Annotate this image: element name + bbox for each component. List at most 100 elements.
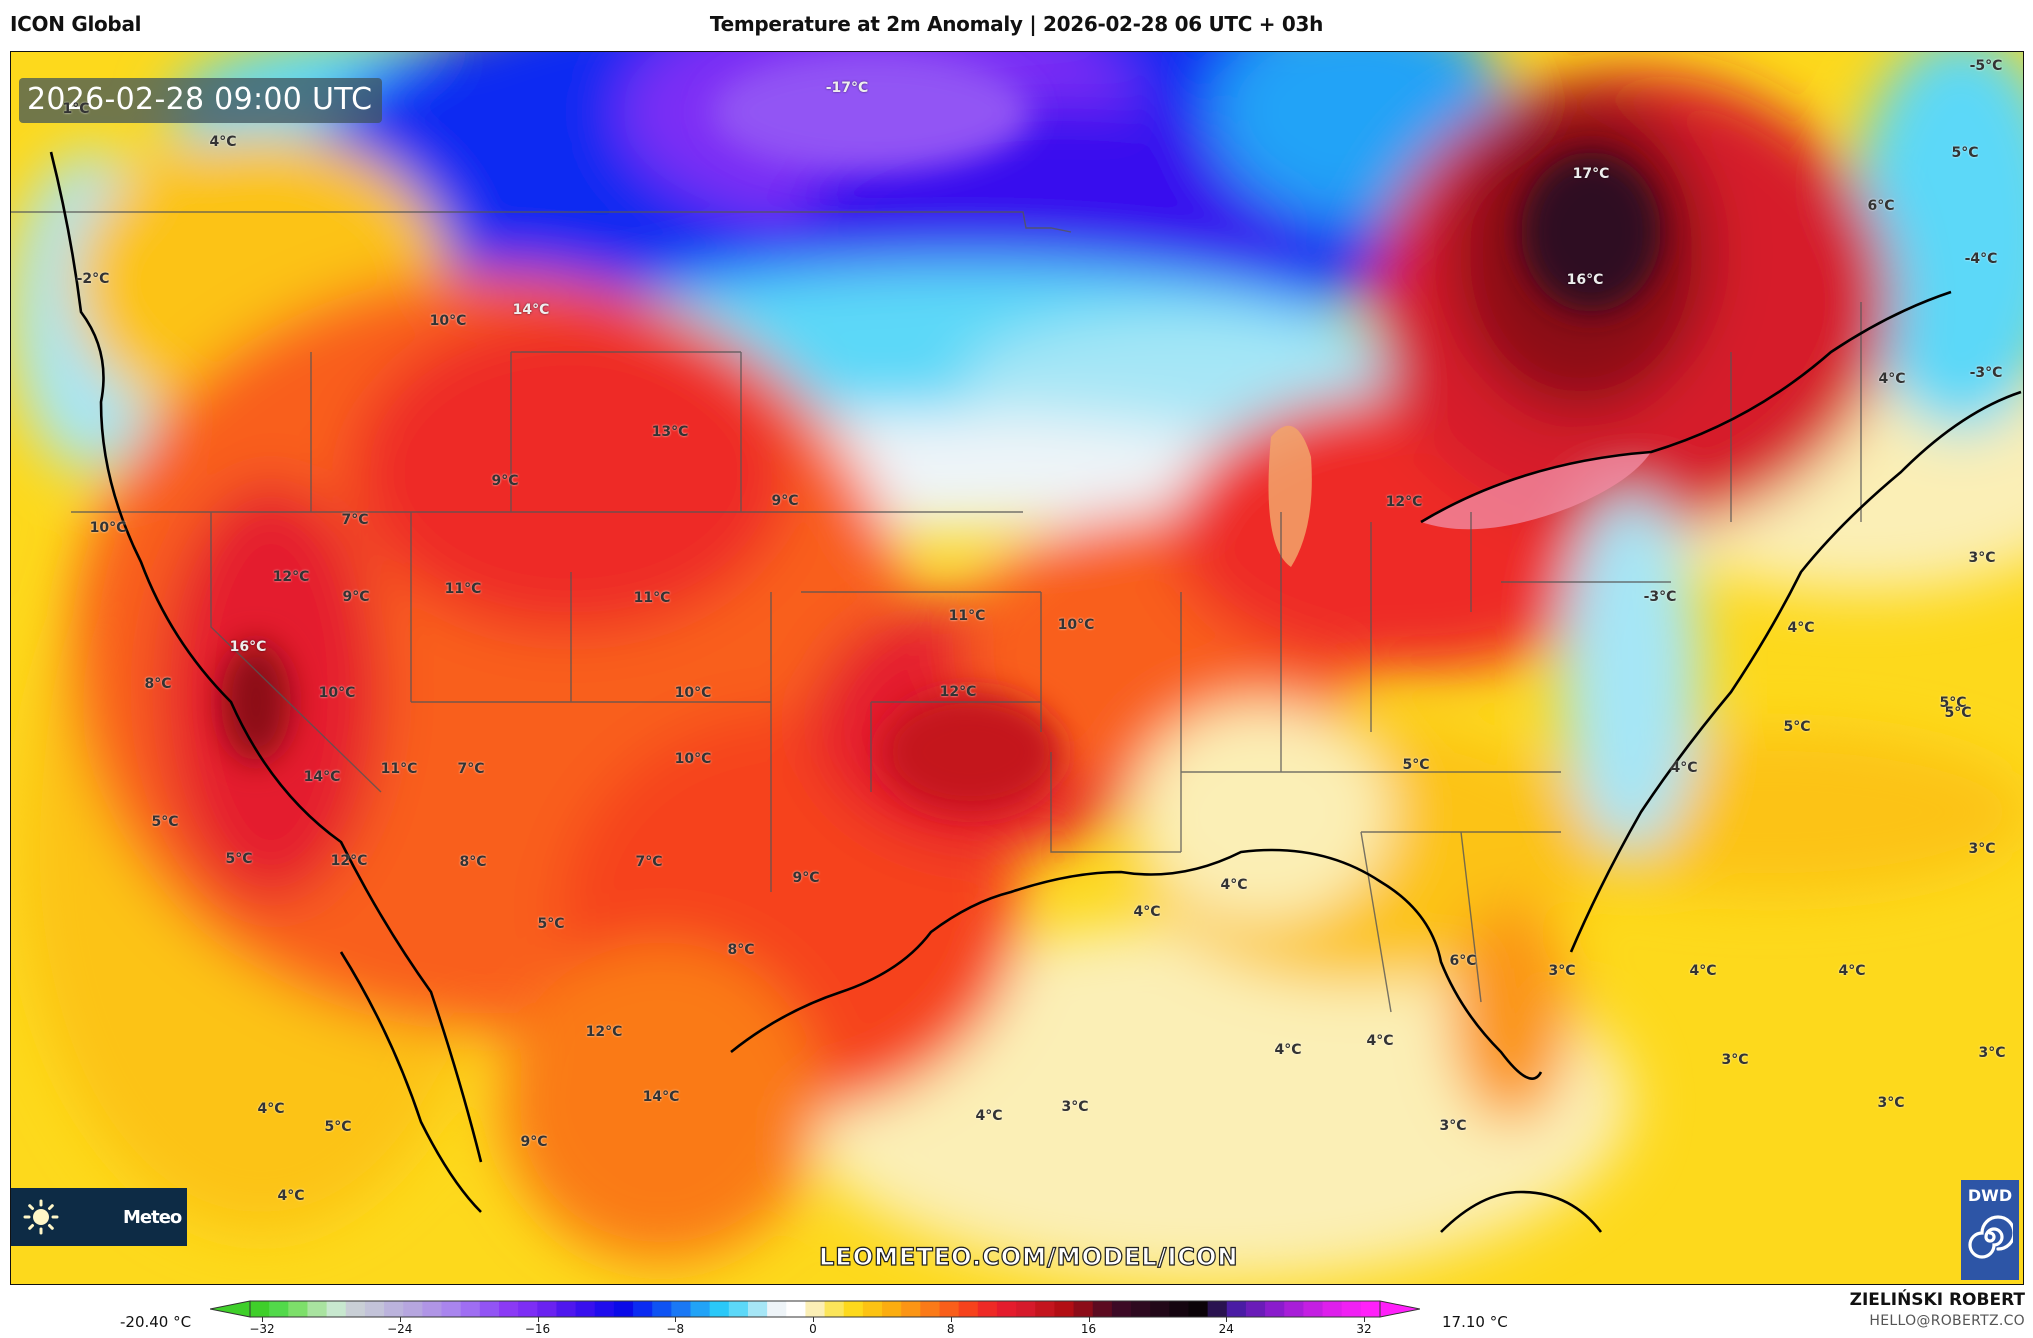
dwd-text: DWD [1967, 1186, 2013, 1205]
temperature-label: 11°C [444, 581, 482, 597]
temperature-label: 12°C [939, 684, 977, 700]
temperature-label: 4°C [1878, 371, 1906, 387]
temperature-label: -17°C [825, 80, 869, 96]
colorbar-tick-mark [675, 1317, 677, 1322]
model-name: ICON Global [10, 12, 142, 36]
temperature-label: 14°C [303, 769, 341, 785]
temperature-label: 4°C [209, 134, 237, 150]
temperature-label: 6°C [1449, 953, 1477, 969]
colorbar-tick-mark [537, 1317, 539, 1322]
temperature-label: 4°C [277, 1188, 305, 1204]
author-name: ZIELIŃSKI ROBERT [1849, 1290, 2025, 1310]
temperature-label: 4°C [1366, 1033, 1394, 1049]
temperature-label: 4°C [1787, 620, 1815, 636]
temperature-label: 4°C [1274, 1042, 1302, 1058]
temperature-label: 7°C [341, 512, 369, 528]
colorbar-tick-mark [1364, 1317, 1365, 1322]
temperature-label: 3°C [1877, 1095, 1905, 1111]
temperature-label: 9°C [342, 589, 370, 605]
temperature-label: 12°C [1385, 494, 1423, 510]
temperature-label: 8°C [727, 942, 755, 958]
temperature-label: 10°C [674, 685, 712, 701]
temperature-label: 14°C [642, 1089, 680, 1105]
colorbar-max-value: 17.10 °C [1442, 1313, 1508, 1331]
anomaly-field [11, 52, 2023, 1284]
map-title: Temperature at 2m Anomaly | 2026-02-28 0… [709, 12, 1324, 36]
temperature-label: 6°C [1867, 198, 1895, 214]
colorbar-tick-mark [1088, 1317, 1090, 1322]
temperature-label: 5°C [151, 814, 179, 830]
spiral-icon [1968, 1215, 2013, 1259]
temperature-label: 11°C [948, 608, 986, 624]
temperature-label: 7°C [457, 761, 485, 777]
temperature-label: -3°C [1969, 365, 2003, 381]
temperature-label: 10°C [318, 685, 356, 701]
temperature-label: 5°C [1939, 695, 1967, 711]
temperature-label: 1°C [62, 101, 90, 117]
colorbar-tick-label: 24 [1218, 1322, 1234, 1336]
temperature-label: 9°C [792, 870, 820, 886]
temperature-label: 4°C [1133, 904, 1161, 920]
temperature-label: 8°C [459, 854, 487, 870]
valid-time-badge: 2026-02-28 09:00 UTC [19, 78, 383, 123]
temperature-label: 16°C [229, 639, 267, 655]
colorbar-tick-label: −32 [249, 1322, 275, 1336]
colorbar-tick-mark [813, 1317, 814, 1322]
meteo-logo[interactable]: Meteo [11, 1188, 187, 1246]
colorbar-min-value: -20.40 °C [120, 1313, 192, 1331]
colorbar-tick-label: 32 [1356, 1322, 1372, 1336]
temperature-label: 4°C [1838, 963, 1866, 979]
colorbar-tick-mark [262, 1317, 263, 1322]
colorbar-tick-label: 8 [946, 1322, 955, 1336]
colorbar-tick-mark [1226, 1317, 1228, 1322]
temperature-label: 13°C [651, 424, 689, 440]
temperature-label: 4°C [1689, 963, 1717, 979]
temperature-label: 4°C [257, 1101, 285, 1117]
temperature-label: -4°C [1964, 251, 1998, 267]
temperature-label: 3°C [1548, 963, 1576, 979]
temperature-anomaly-map[interactable]: 2026-02-28 09:00 UTC 1°C 4°C -2°C 10°C 14°C 1… [10, 51, 2024, 1285]
temperature-label: 4°C [1220, 877, 1248, 893]
temperature-label: 3°C [1721, 1052, 1749, 1068]
temperature-label: 12°C [330, 853, 368, 869]
temperature-label: 5°C [1402, 757, 1430, 773]
temperature-label: 9°C [491, 473, 519, 489]
colorbar-tick-label: −16 [524, 1322, 551, 1336]
temperature-label: 10°C [429, 313, 467, 329]
temperature-label: -3°C [1643, 589, 1677, 605]
colorbar-tick-label: 0 [809, 1322, 817, 1336]
temperature-label: 16°C [1566, 272, 1604, 288]
colorbar-tick-mark [399, 1317, 401, 1322]
colorbar-tick-label: −24 [387, 1322, 413, 1336]
colorbar-tick-mark [950, 1317, 952, 1322]
temperature-label: -2°C [76, 271, 110, 287]
temperature-label: 11°C [633, 590, 671, 606]
author-email[interactable]: HELLO@ROBERTZ.CO [1869, 1313, 2025, 1329]
temperature-label: 5°C [1951, 145, 1979, 161]
temperature-label: 9°C [520, 1134, 548, 1150]
temperature-label: 4°C [1670, 760, 1698, 776]
temperature-label: -5°C [1969, 58, 2003, 74]
temperature-label: 10°C [89, 520, 127, 536]
temperature-label: 5°C [537, 916, 565, 932]
colorbar-tick-label: 16 [1080, 1322, 1097, 1336]
meteo-brand-text: Meteo [123, 1206, 182, 1228]
sun-icon [11, 1199, 71, 1235]
watermark: LEOMETEO.COM/MODEL/ICON [818, 1242, 1239, 1271]
temperature-label: 3°C [1968, 841, 1996, 857]
temperature-label: 12°C [272, 569, 310, 585]
temperature-label: 10°C [1057, 617, 1095, 633]
temperature-label: 5°C [1783, 719, 1811, 735]
temperature-label: 5°C [1944, 705, 1972, 721]
temperature-label: 11°C [380, 761, 418, 777]
temperature-label: 3°C [1439, 1118, 1467, 1134]
temperature-label: 12°C [585, 1024, 623, 1040]
temperature-label: 7°C [635, 854, 663, 870]
dwd-logo[interactable]: DWD [1961, 1180, 2019, 1280]
temperature-label: 8°C [144, 676, 172, 692]
temperature-label: 17°C [1572, 166, 1610, 182]
colorbar [210, 1300, 1420, 1318]
temperature-label: 3°C [1978, 1045, 2006, 1061]
temperature-label: 10°C [674, 751, 712, 767]
temperature-label: 9°C [771, 493, 799, 509]
